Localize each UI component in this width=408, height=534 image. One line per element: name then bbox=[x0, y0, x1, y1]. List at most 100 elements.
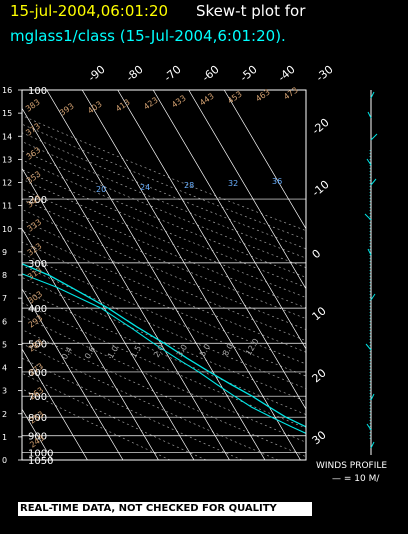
mixing-ratio-label-lower: 0.6 bbox=[83, 345, 97, 361]
dry-adiabat bbox=[22, 141, 306, 259]
height-label: 11 bbox=[2, 202, 12, 211]
wind-barb bbox=[370, 178, 377, 186]
wind-barb bbox=[367, 248, 372, 256]
winds-profile-label: WINDS PROFILE bbox=[316, 461, 388, 471]
temp-label-right: -20 bbox=[310, 116, 332, 138]
dry-adiabat bbox=[22, 329, 306, 458]
theta-label: 383 bbox=[24, 98, 42, 114]
height-label: 6 bbox=[2, 317, 7, 326]
wind-barb bbox=[370, 441, 375, 449]
mixing-ratio-label: 32 bbox=[228, 179, 238, 188]
temp-label-right: -10 bbox=[310, 178, 332, 200]
wind-barb bbox=[370, 91, 375, 99]
temp-label-right: 10 bbox=[310, 304, 329, 323]
temp-label-top: -40 bbox=[276, 63, 298, 85]
theta-label: 473 bbox=[282, 86, 300, 102]
isotherm-line bbox=[46, 90, 266, 460]
temperature-line bbox=[22, 263, 306, 428]
height-label: 2 bbox=[2, 410, 7, 419]
height-label: 3 bbox=[2, 387, 7, 396]
height-label: 14 bbox=[2, 132, 12, 141]
mixing-ratio-label-lower: 0.4 bbox=[60, 345, 74, 361]
theta-label: 323 bbox=[26, 242, 44, 258]
height-label: 9 bbox=[2, 248, 7, 257]
isotherm-line bbox=[223, 90, 306, 230]
height-label: 12 bbox=[2, 179, 12, 188]
dry-adiabat bbox=[22, 357, 243, 460]
dry-adiabat bbox=[22, 343, 279, 460]
dry-adiabat bbox=[22, 123, 306, 240]
theta-label: 433 bbox=[170, 94, 188, 110]
isotherm-line bbox=[22, 288, 124, 460]
height-label: 10 bbox=[2, 225, 12, 234]
wind-barb bbox=[366, 423, 372, 431]
height-label: 8 bbox=[2, 271, 7, 280]
theta-label: 333 bbox=[25, 218, 43, 234]
height-label: 16 bbox=[2, 86, 12, 95]
plot-area bbox=[22, 90, 306, 460]
dry-adiabat bbox=[22, 178, 306, 298]
pressure-label: 100 bbox=[28, 86, 47, 97]
mixing-ratio-label: 36 bbox=[272, 177, 282, 186]
theta-label: 363 bbox=[25, 146, 43, 162]
theta-label: 443 bbox=[198, 92, 216, 108]
isotherm-line bbox=[188, 90, 306, 290]
dry-adiabat bbox=[22, 253, 306, 377]
dry-adiabat bbox=[22, 159, 306, 278]
wind-barb bbox=[365, 343, 372, 351]
temp-label-right: 20 bbox=[310, 366, 329, 385]
mixing-ratio-label-lower: 3.0 bbox=[175, 343, 189, 359]
mixing-ratio-label: 24 bbox=[140, 183, 150, 192]
wind-barb bbox=[367, 111, 372, 119]
title-station: mglass1/class (15-Jul-2004,6:01:20). bbox=[10, 27, 286, 45]
theta-label: 453 bbox=[226, 90, 244, 106]
pressure-label: 600 bbox=[28, 368, 47, 379]
pressure-label: 400 bbox=[28, 304, 47, 315]
pressure-label: 1050 bbox=[28, 456, 53, 467]
dry-adiabat bbox=[22, 302, 306, 429]
dry-adiabat bbox=[22, 219, 306, 342]
theta-label: 403 bbox=[86, 100, 104, 116]
pressure-label: 500 bbox=[28, 339, 47, 350]
height-label: 4 bbox=[2, 364, 7, 373]
theta-label: 373 bbox=[24, 122, 42, 138]
pressure-label: 300 bbox=[28, 259, 47, 270]
dry-adiabat bbox=[22, 169, 306, 288]
dry-adiabat bbox=[22, 198, 306, 319]
mixing-ratio-label: 20 bbox=[96, 185, 106, 194]
wind-barb bbox=[366, 158, 372, 166]
isotherm-line bbox=[22, 167, 195, 460]
height-label: 5 bbox=[2, 340, 7, 349]
quality-banner: REAL-TIME DATA, NOT CHECKED FOR QUALITY bbox=[18, 502, 312, 516]
mixing-ratio-label-lower: 1.5 bbox=[129, 344, 143, 360]
mixing-ratio-label: 28 bbox=[184, 181, 194, 190]
isotherm-line bbox=[22, 107, 230, 460]
isotherm-line bbox=[81, 90, 301, 460]
temp-label-top: -70 bbox=[162, 63, 184, 85]
mixing-ratio-label-lower: 2.0 bbox=[152, 343, 166, 359]
title-date: 15-jul-2004,06:01:20 bbox=[10, 2, 169, 20]
pressure-label: 800 bbox=[28, 413, 47, 424]
height-label: 1 bbox=[2, 433, 7, 442]
temp-label-top: -60 bbox=[200, 63, 222, 85]
dry-adiabat bbox=[22, 289, 306, 415]
pressure-label: 200 bbox=[28, 195, 47, 206]
wind-barb bbox=[370, 133, 378, 141]
winds-scale-label: — = 10 M/ bbox=[332, 474, 380, 484]
dry-adiabat bbox=[22, 277, 306, 402]
pressure-label: 1000 bbox=[28, 448, 53, 459]
theta-label: 393 bbox=[58, 102, 76, 118]
temp-label-right: 0 bbox=[310, 247, 324, 261]
isotherm-line bbox=[152, 90, 306, 350]
dry-adiabat bbox=[22, 188, 306, 309]
theta-label: 423 bbox=[142, 96, 160, 112]
temp-label-top: -90 bbox=[86, 63, 108, 85]
temp-label-top: -30 bbox=[314, 63, 336, 85]
height-label: 15 bbox=[2, 109, 12, 118]
dry-adiabat bbox=[22, 264, 306, 389]
mixing-ratio-label-lower: 8.0 bbox=[221, 342, 235, 358]
pressure-label: 900 bbox=[28, 432, 47, 443]
dry-adiabat bbox=[22, 132, 306, 250]
mixing-ratio-label-lower: 1.0 bbox=[106, 344, 120, 360]
